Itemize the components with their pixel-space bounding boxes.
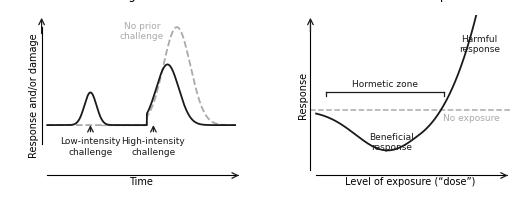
Text: Low-intensity
challenge: Low-intensity challenge [60, 137, 121, 157]
Text: Beneficial
response: Beneficial response [369, 133, 413, 152]
Text: Harmful
response: Harmful response [459, 35, 500, 54]
Text: B: B [287, 0, 297, 2]
Y-axis label: Response and/or damage: Response and/or damage [29, 33, 39, 158]
Text: No exposure: No exposure [444, 114, 500, 123]
Text: High-intensity
challenge: High-intensity challenge [122, 137, 185, 157]
Text: No prior
challenge: No prior challenge [120, 22, 164, 41]
Text: Hormesis (dose-response): Hormesis (dose-response) [327, 0, 480, 2]
X-axis label: Time: Time [129, 177, 153, 187]
X-axis label: Level of exposure (“dose”): Level of exposure (“dose”) [345, 177, 475, 187]
Text: Hormetic zone: Hormetic zone [352, 80, 418, 89]
Y-axis label: Response: Response [297, 72, 308, 119]
Text: A: A [18, 0, 29, 2]
Text: Conditioning: Conditioning [61, 0, 136, 2]
